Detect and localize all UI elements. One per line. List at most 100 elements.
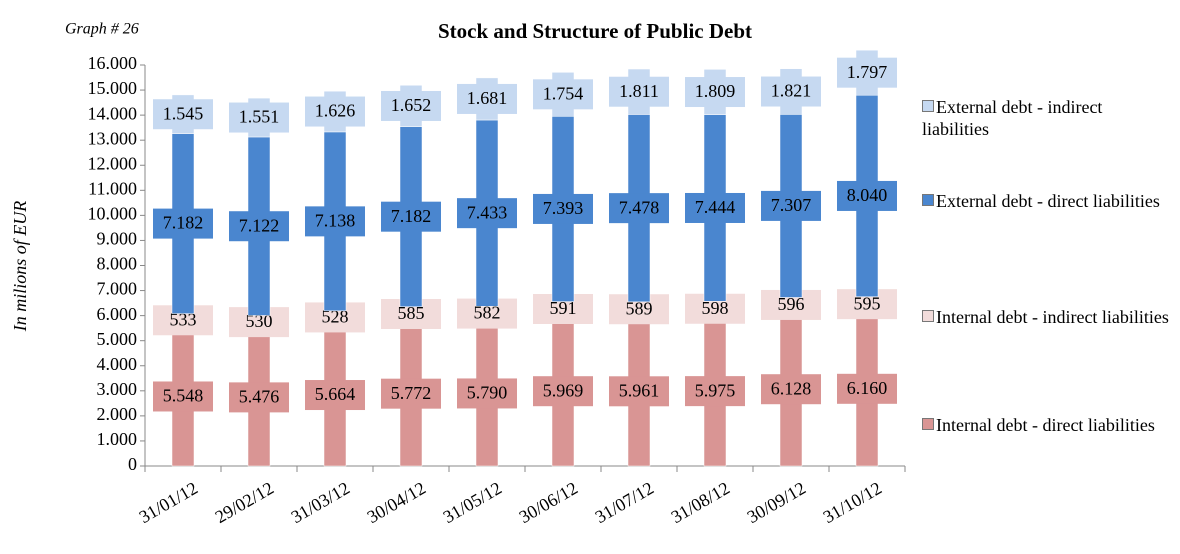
x-tick-label: 31/07/12 (592, 478, 657, 527)
data-label: 5.790 (467, 383, 508, 403)
x-tick-label: 30/06/12 (516, 478, 581, 527)
data-label: 589 (626, 298, 653, 318)
data-label-bg (533, 193, 593, 224)
data-label: 7.444 (695, 197, 736, 217)
y-tick-label: 7.000 (97, 279, 138, 299)
data-label: 591 (550, 298, 577, 318)
data-label: 528 (322, 307, 349, 327)
legend-swatch (922, 418, 934, 430)
data-label: 7.182 (391, 206, 432, 226)
data-label: 1.681 (467, 88, 508, 108)
chart-title: Stock and Structure of Public Debt (438, 19, 752, 43)
data-label: 7.182 (163, 213, 204, 233)
x-tick-label: 31/08/12 (668, 478, 733, 527)
x-tick-label: 31/03/12 (288, 478, 353, 527)
data-label: 1.551 (239, 107, 280, 127)
data-label-bg (305, 206, 365, 237)
data-label: 5.476 (239, 387, 280, 407)
data-label: 7.122 (239, 215, 280, 235)
data-label: 585 (398, 303, 425, 323)
data-label-bg (457, 83, 517, 114)
x-tick-label: 31/10/12 (820, 478, 885, 527)
data-label-bg (533, 376, 593, 407)
y-tick-label: 11.000 (88, 178, 137, 198)
y-tick-label: 2.000 (97, 404, 138, 424)
y-axis-label: In milions of EUR (10, 201, 30, 333)
data-label: 530 (246, 311, 273, 331)
data-label-bg (837, 373, 897, 404)
data-label-bg (837, 180, 897, 211)
y-tick-label: 6.000 (97, 304, 138, 324)
legend-label: Internal debt - direct liabilities (936, 415, 1155, 435)
y-tick-label: 12.000 (88, 153, 138, 173)
x-tick-label: 30/09/12 (744, 478, 809, 527)
data-label: 7.307 (771, 195, 812, 215)
legend-label: External debt - indirect liabilities (922, 97, 1103, 139)
data-label-bg (761, 190, 821, 221)
data-label-bg (153, 381, 213, 412)
data-label: 8.040 (847, 185, 888, 205)
data-label-bg (229, 102, 289, 133)
data-label: 5.772 (391, 383, 432, 403)
data-label-bg (457, 198, 517, 229)
y-tick-label: 16.000 (88, 53, 138, 73)
y-tick-label: 10.000 (88, 204, 138, 224)
data-label-bg (761, 374, 821, 405)
graph-number: Graph # 26 (65, 21, 139, 38)
legend-entry: Internal debt - direct liabilities (922, 414, 1172, 436)
data-label-bg (533, 79, 593, 110)
data-label: 5.548 (163, 386, 204, 406)
data-label: 1.545 (163, 103, 204, 123)
y-tick-label: 9.000 (97, 229, 138, 249)
data-label: 5.961 (619, 380, 660, 400)
data-label: 5.975 (695, 380, 736, 400)
y-tick-label: 0 (128, 454, 137, 474)
x-tick-label: 31/05/12 (440, 478, 505, 527)
data-label: 1.652 (391, 95, 432, 115)
legend-label: Internal debt - indirect liabilities (936, 307, 1169, 327)
y-tick-label: 4.000 (97, 354, 138, 374)
data-label-bg (685, 192, 745, 223)
data-label: 6.128 (771, 378, 812, 398)
data-label-bg (153, 99, 213, 130)
data-label-bg (609, 76, 669, 107)
y-tick-label: 14.000 (88, 103, 138, 123)
legend-swatch (922, 194, 934, 206)
data-label-bg (761, 76, 821, 107)
legend-entry: External debt - direct liabilities (922, 190, 1172, 212)
data-label-bg (305, 380, 365, 411)
data-label: 582 (474, 303, 501, 323)
data-label-bg (457, 378, 517, 409)
y-tick-label: 5.000 (97, 329, 138, 349)
legend-swatch (922, 310, 934, 322)
legend-swatch (922, 100, 934, 112)
data-label: 1.626 (315, 101, 356, 121)
data-label-bg (685, 376, 745, 407)
legend-label: External debt - direct liabilities (936, 191, 1160, 211)
data-label: 1.754 (543, 83, 584, 103)
data-label: 1.797 (847, 62, 888, 82)
x-tick-label: 31/01/12 (136, 478, 201, 527)
data-label: 533 (170, 309, 197, 329)
data-label: 7.433 (467, 202, 508, 222)
data-label-bg (381, 90, 441, 121)
data-label: 7.393 (543, 198, 584, 218)
y-tick-label: 8.000 (97, 254, 138, 274)
data-label-bg (685, 77, 745, 108)
x-tick-label: 29/02/12 (212, 478, 277, 527)
data-label: 598 (702, 298, 729, 318)
data-label: 1.809 (695, 81, 736, 101)
legend-entry: Internal debt - indirect liabilities (922, 306, 1172, 328)
legend-entry: External debt - indirect liabilities (922, 96, 1172, 140)
y-tick-label: 3.000 (97, 379, 138, 399)
data-label-bg (609, 193, 669, 224)
y-tick-label: 15.000 (88, 78, 138, 98)
data-label: 5.969 (543, 380, 584, 400)
data-label-bg (305, 96, 365, 127)
data-label-bg (153, 208, 213, 239)
data-label: 596 (778, 294, 805, 314)
data-label: 7.478 (619, 197, 660, 217)
data-label: 1.811 (619, 81, 659, 101)
